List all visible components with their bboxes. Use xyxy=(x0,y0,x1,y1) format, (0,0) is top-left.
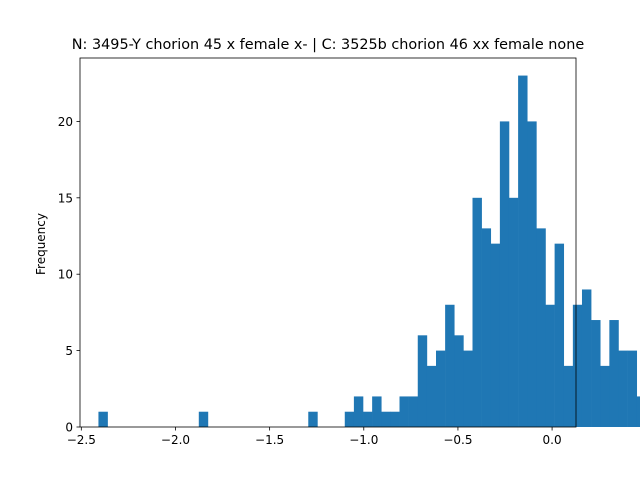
y-tick-label: 20 xyxy=(58,115,73,129)
y-tick-label: 0 xyxy=(65,421,73,435)
histogram-bar xyxy=(381,411,391,427)
histogram-bar xyxy=(545,304,555,427)
histogram-bar xyxy=(454,335,464,427)
y-axis-label: Frequency xyxy=(34,213,48,275)
histogram-bar xyxy=(353,396,364,427)
histogram-bar xyxy=(408,396,419,427)
histogram-bar xyxy=(518,75,528,427)
histogram-bar xyxy=(436,350,446,427)
x-tick-label: −1.0 xyxy=(349,433,378,447)
x-tick-label: −2.5 xyxy=(67,433,96,447)
histogram-bar xyxy=(581,289,592,427)
y-tick-label: 5 xyxy=(65,344,73,358)
x-axis-ticks: −2.5 −2.0 −1.5 −1.0 −0.5 0.0 xyxy=(67,427,562,447)
histogram-bar xyxy=(527,121,537,427)
histogram-bar xyxy=(417,335,428,427)
histogram-bar xyxy=(344,411,355,427)
histogram-bar xyxy=(508,197,519,427)
y-tick-label: 10 xyxy=(58,268,73,282)
histogram-bar xyxy=(308,411,318,427)
x-tick-label: −0.5 xyxy=(443,433,472,447)
histogram-bars xyxy=(98,75,640,427)
histogram-bar xyxy=(98,411,108,427)
histogram-bar xyxy=(554,243,565,427)
histogram-bar xyxy=(536,228,546,427)
x-tick-label: 0.0 xyxy=(543,433,562,447)
chart-title: N: 3495-Y chorion 45 x female x- | C: 35… xyxy=(72,37,585,53)
histogram-bar xyxy=(600,365,610,427)
histogram-bar xyxy=(372,396,382,427)
histogram-bar xyxy=(572,304,583,427)
histogram-bar xyxy=(490,243,501,427)
histogram-bar xyxy=(399,396,409,427)
plot-frame xyxy=(79,57,577,428)
y-axis-ticks: 0 5 10 15 20 xyxy=(58,115,80,435)
histogram-bar xyxy=(463,350,473,427)
histogram-bar xyxy=(198,411,209,427)
histogram-bar xyxy=(499,121,510,427)
histogram-bar xyxy=(563,365,574,427)
histogram-bar xyxy=(472,197,482,427)
histogram-bar xyxy=(591,320,601,427)
histogram-bar xyxy=(481,228,492,427)
histogram-bar xyxy=(390,411,400,427)
axes-frame xyxy=(79,57,577,428)
histogram-bar xyxy=(445,304,455,427)
x-tick-label: −1.5 xyxy=(255,433,284,447)
histogram-bar xyxy=(363,411,373,427)
histogram-bar xyxy=(426,365,437,427)
y-tick-label: 15 xyxy=(58,191,73,205)
histogram-bar xyxy=(618,350,628,427)
histogram-bar xyxy=(609,320,619,427)
histogram-bar xyxy=(636,396,640,427)
histogram-bar xyxy=(627,350,638,427)
x-tick-label: −2.0 xyxy=(161,433,190,447)
